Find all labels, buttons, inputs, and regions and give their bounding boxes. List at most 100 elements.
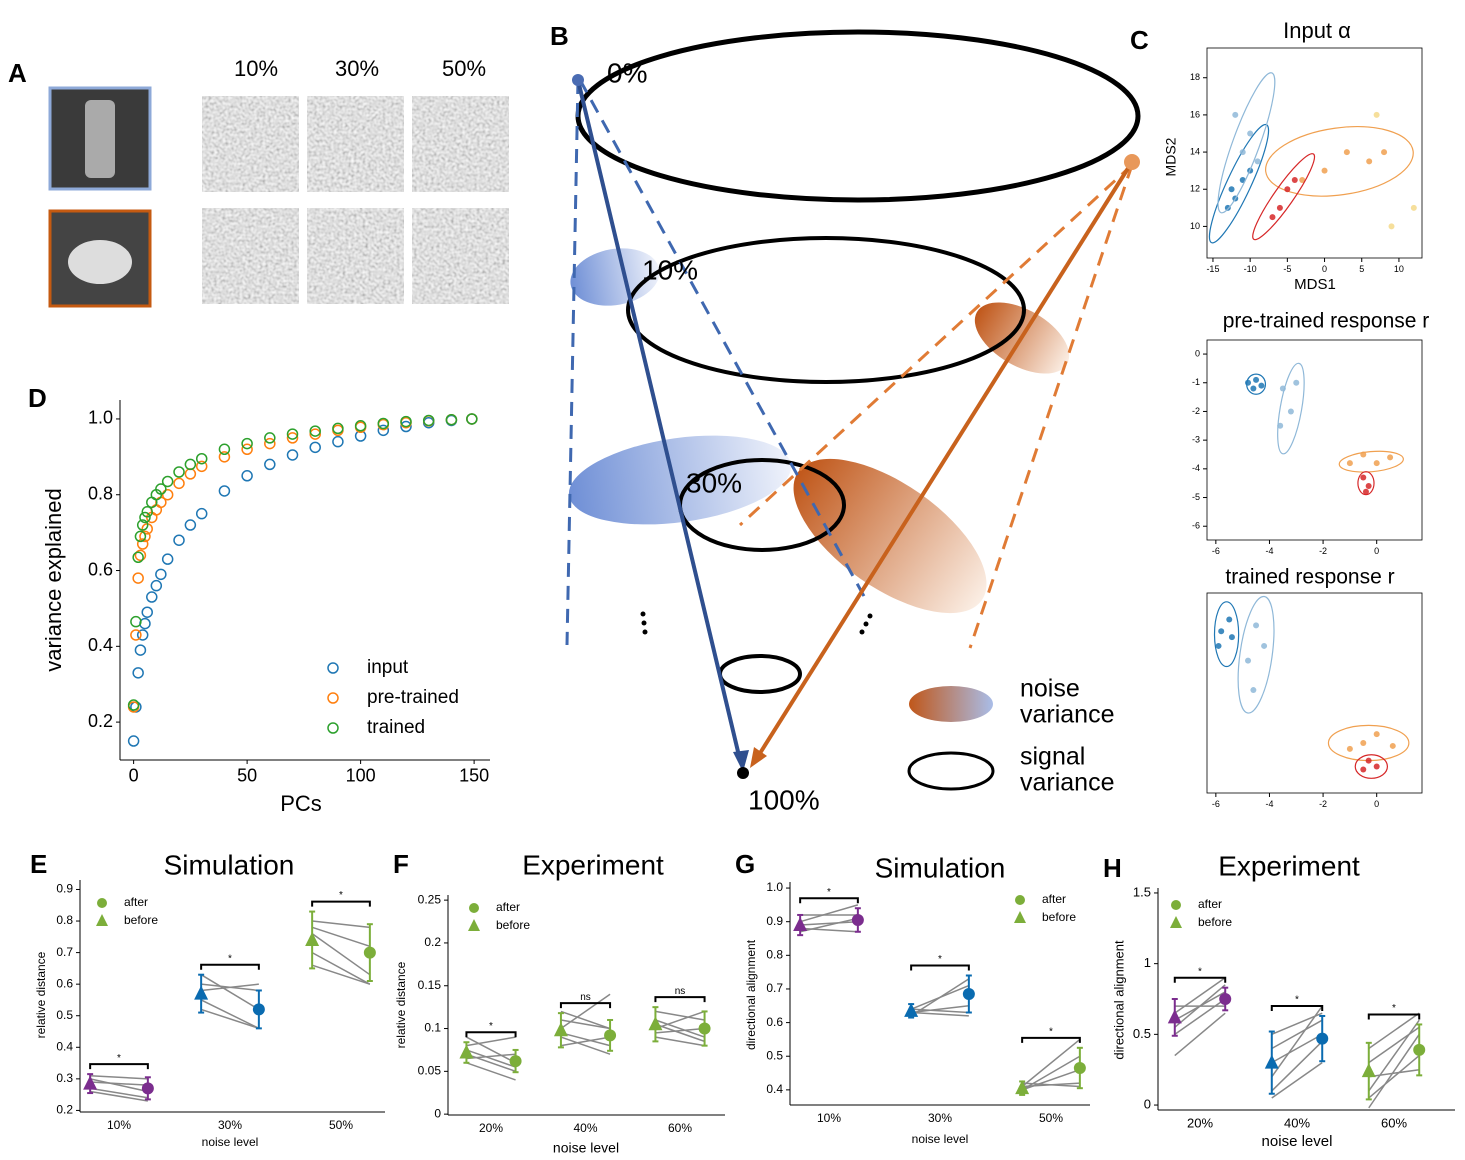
x-tick-label: 20% — [1187, 1115, 1213, 1130]
y-tick-label: 0.7 — [766, 981, 783, 995]
data-point — [161, 553, 174, 565]
y-axis-label: relative distance — [394, 961, 408, 1048]
y-tick-label: 0.15 — [418, 978, 442, 992]
marker-after — [962, 988, 975, 1001]
data-point — [132, 667, 144, 679]
x-tick-label: -6 — [1212, 799, 1220, 809]
subject-line — [1368, 1026, 1420, 1064]
data-point — [332, 435, 344, 448]
data-point — [195, 507, 208, 520]
data-point — [286, 449, 299, 461]
subject-line — [655, 1036, 705, 1047]
legend-marker — [327, 662, 339, 674]
data-point — [132, 572, 144, 584]
data-point — [1232, 111, 1239, 118]
x-tick-label: -10 — [1244, 264, 1257, 274]
data-point — [1362, 488, 1369, 495]
y-tick-label: 14 — [1190, 146, 1200, 156]
dot — [640, 611, 646, 617]
y-axis-label: MDS2 — [1163, 137, 1179, 176]
legend-marker — [1014, 911, 1026, 923]
x-axis-label: MDS1 — [1294, 276, 1336, 293]
x-tick-label: 10% — [817, 1111, 841, 1125]
subject-line — [560, 1036, 611, 1055]
noise-level: 30% — [335, 56, 379, 81]
significance-bracket — [465, 1031, 517, 1038]
marker-before — [1264, 1054, 1279, 1069]
data-point — [1360, 474, 1367, 481]
legend-label: variance — [1020, 701, 1115, 729]
noise-level: 10% — [234, 56, 278, 81]
data-point — [1381, 149, 1388, 156]
data-point — [136, 629, 149, 641]
subject-line — [1271, 1033, 1323, 1064]
data-point — [1276, 204, 1283, 211]
x-tick-label: 60% — [668, 1121, 692, 1135]
marker-before — [83, 1075, 98, 1090]
x-tick-label: 0 — [1322, 264, 1327, 274]
data-point — [134, 644, 147, 656]
y-tick-label: -3 — [1192, 435, 1200, 445]
data-point — [1388, 223, 1395, 230]
data-point — [184, 468, 197, 480]
x-tick-label: -4 — [1265, 799, 1273, 809]
data-point — [1287, 408, 1294, 415]
y-axis-label: directional alignment — [744, 939, 758, 1050]
x-tick-label: 0 — [1374, 546, 1379, 556]
subject-line — [1271, 1019, 1323, 1050]
x-tick-label: 10 — [1394, 264, 1404, 274]
marker-before — [1167, 1009, 1182, 1024]
subject-line — [90, 1090, 148, 1102]
marker-after — [1413, 1043, 1426, 1056]
chart-title: Experiment — [1218, 850, 1360, 881]
chart-title: Simulation — [164, 849, 295, 880]
noisy-image — [202, 208, 299, 304]
noisy-image — [307, 208, 404, 304]
data-point — [286, 428, 299, 440]
data-point — [141, 506, 153, 518]
y-tick-label: 0 — [434, 1106, 441, 1120]
x-tick-label: 50 — [237, 766, 257, 786]
significance-label: ns — [675, 986, 686, 997]
covariance-ellipse — [1354, 754, 1389, 779]
data-point — [150, 504, 163, 516]
x-tick-label: -4 — [1265, 546, 1273, 556]
subject-line — [911, 1011, 969, 1017]
y-tick-label: 0.4 — [766, 1082, 783, 1096]
data-point — [132, 551, 144, 564]
chart-title: Input α — [1283, 18, 1351, 43]
subject-line — [910, 984, 970, 1010]
dot — [859, 629, 865, 635]
data-point — [184, 458, 197, 471]
subject-line — [800, 920, 858, 926]
level-label: 0% — [607, 57, 647, 88]
data-point — [161, 488, 174, 501]
noise-ellipse — [568, 435, 792, 525]
marker-after — [604, 1029, 617, 1042]
y-tick-label: 10 — [1190, 221, 1200, 231]
subject-line — [655, 1019, 705, 1038]
legend-label: after — [124, 895, 148, 909]
marker-before — [305, 931, 320, 946]
significance-label: * — [938, 954, 942, 965]
data-point — [1410, 204, 1417, 211]
subject-line — [466, 1053, 516, 1060]
marker-after — [698, 1022, 711, 1035]
image-detail — [85, 100, 115, 178]
data-point — [139, 530, 151, 543]
data-point — [1360, 740, 1367, 746]
legend-label: signal — [1020, 743, 1085, 771]
y-tick-label: 0.25 — [418, 892, 442, 906]
data-point — [377, 424, 390, 437]
subject-line — [1174, 998, 1226, 1035]
marker-before — [1015, 1080, 1030, 1095]
data-point — [332, 422, 344, 435]
x-tick-label: -2 — [1319, 799, 1327, 809]
data-point — [139, 511, 151, 524]
subject-line — [1368, 1012, 1420, 1050]
covariance-ellipse — [1252, 153, 1316, 241]
legend-label: after — [1042, 892, 1066, 906]
data-point — [1253, 622, 1260, 629]
significance-bracket — [89, 1063, 149, 1070]
